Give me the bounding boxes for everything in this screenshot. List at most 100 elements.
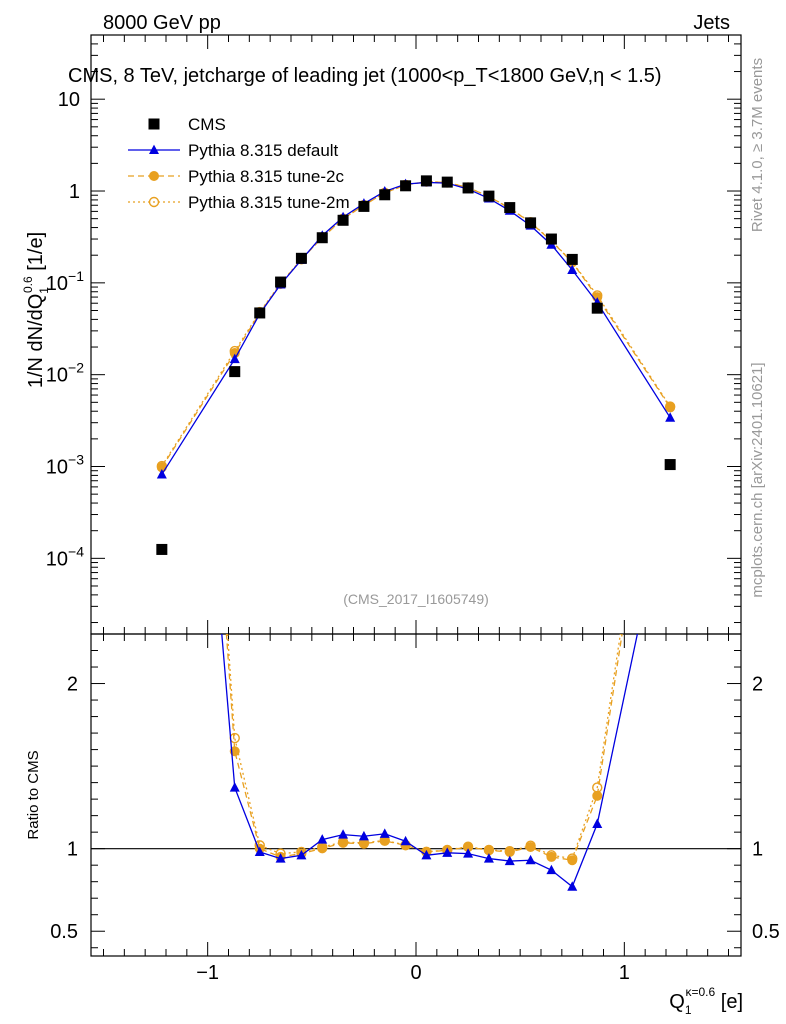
ratio-tick-label-left: 1 (67, 839, 78, 861)
point-cms (504, 202, 516, 214)
y-axis-label-sub: 1 (37, 287, 51, 294)
mcplots-label: mcplots.cern.ch [arXiv:2401.10621] (749, 362, 766, 597)
y-axis-label-sup: 0.6 (21, 276, 35, 293)
y-tick-label: 10 (58, 89, 80, 111)
ratio-point-tune2c (358, 838, 369, 849)
ratio-point-default (296, 849, 307, 860)
ratio-point-default (463, 848, 474, 858)
point-cms (316, 232, 328, 244)
point-cms (275, 276, 287, 288)
y-tick-label: 1 (69, 181, 80, 203)
y-axis-label: 1/N dN/dQ10.6 [1/e] (21, 232, 51, 388)
point-cms (545, 233, 557, 245)
ratio-point-tune2c (317, 843, 328, 854)
point-cms (358, 200, 370, 212)
point-default (229, 353, 240, 364)
ratio-line-default (221, 634, 639, 888)
x-axis-label-main: Q (669, 991, 685, 1013)
ratio-tick-label-left: 0.5 (50, 921, 78, 943)
point-cms (483, 190, 495, 202)
ratio-data-layer (221, 634, 639, 891)
header-left: 8000 GeV pp (103, 12, 221, 34)
point-cms (420, 175, 432, 187)
x-axis-label-unit: [e] (715, 991, 743, 1013)
ratio-point-default (442, 847, 453, 857)
legend: CMS Pythia 8.315 default Pythia 8.315 tune… (128, 115, 350, 212)
legend-marker-default (149, 144, 159, 155)
point-cms (156, 543, 168, 555)
ratio-tick-label-right: 2 (752, 674, 763, 696)
point-cms (525, 217, 537, 229)
main-data-layer (156, 175, 676, 555)
ratio-point-default (504, 855, 515, 866)
x-axis-label-sup: κ=0.6 (686, 985, 716, 999)
ratio-tick-label-right: 0.5 (752, 921, 780, 943)
ratio-point-default (567, 881, 578, 891)
point-cms (591, 302, 603, 314)
ratio-point-default (338, 829, 349, 839)
point-cms (379, 189, 391, 201)
point-cms (295, 252, 307, 264)
y-tick-label: 10−3 (46, 452, 84, 479)
ratio-point-default (483, 853, 494, 863)
y-axis-label-unit: [1/e] (25, 232, 47, 276)
point-cms (337, 214, 349, 226)
y-tick-label: 10−2 (46, 360, 84, 387)
legend-marker-tune2c (149, 171, 159, 181)
ratio-point-tune2c (504, 846, 515, 857)
ratio-tick-label-right: 1 (752, 839, 763, 861)
ratio-point-default (379, 828, 390, 838)
point-cms (441, 176, 453, 188)
header-right: Jets (693, 12, 730, 34)
y-tick-label: 10−4 (46, 543, 84, 570)
x-tick-label: 1 (619, 962, 630, 984)
ratio-point-default (400, 835, 411, 846)
ratio-point-tune2c (463, 842, 474, 853)
axes-layer: −1 0 1 10−4 10−3 10−2 10−1 1 10 0.5 0.5 1 1 2 2 (46, 34, 780, 984)
ratio-point-tune2c (379, 835, 390, 846)
point-default (665, 412, 676, 422)
ratio-point-tune2c (592, 790, 603, 801)
x-axis-label-sub: 1 (685, 1003, 692, 1017)
analysis-watermark: (CMS_2017_I1605749) (343, 591, 489, 607)
point-cms (462, 182, 474, 194)
legend-label-tune2m: Pythia 8.315 tune-2m (188, 193, 350, 212)
ratio-point-default (421, 849, 432, 860)
legend-label-cms: CMS (188, 115, 226, 134)
ratio-point-default (546, 864, 557, 875)
ratio-point-default (317, 834, 328, 844)
ratio-point-default (358, 830, 369, 841)
ratio-y-axis-label: Ratio to CMS (25, 750, 42, 839)
ratio-point-tune2c (546, 851, 557, 862)
point-default (156, 469, 167, 479)
ratio-point-default (229, 782, 240, 792)
point-default (567, 264, 578, 275)
legend-label-default: Pythia 8.315 default (188, 141, 339, 160)
point-cms (229, 366, 241, 378)
ratio-point-default (275, 853, 286, 863)
y-axis-label-main: 1/N dN/dQ (25, 294, 47, 388)
ratio-point-default (254, 846, 265, 857)
x-tick-label: 0 (410, 962, 421, 984)
ratio-point-tune2c (483, 845, 494, 856)
point-cms (664, 459, 676, 471)
rivet-version-label: Rivet 4.1.0, ≥ 3.7M events (749, 58, 766, 232)
ratio-point-tune2c (338, 837, 349, 848)
point-tune2c (665, 402, 676, 413)
ratio-point-tune2c (525, 842, 536, 853)
y-tick-label: 10−1 (46, 268, 84, 295)
ratio-point-default (592, 818, 603, 828)
point-cms (254, 307, 266, 319)
point-cms (566, 253, 578, 265)
plot-title: CMS, 8 TeV, jetcharge of leading jet (10… (68, 65, 662, 87)
point-cms (400, 180, 412, 192)
legend-marker-tune2m (148, 196, 160, 208)
ratio-point-tune2c (567, 855, 578, 866)
legend-label-tune2c: Pythia 8.315 tune-2c (188, 167, 344, 186)
ratio-tick-label-left: 2 (67, 674, 78, 696)
x-axis-label: Q1 κ=0.6 [e] (669, 985, 743, 1017)
x-tick-label: −1 (196, 962, 219, 984)
ratio-point-default (525, 854, 536, 865)
